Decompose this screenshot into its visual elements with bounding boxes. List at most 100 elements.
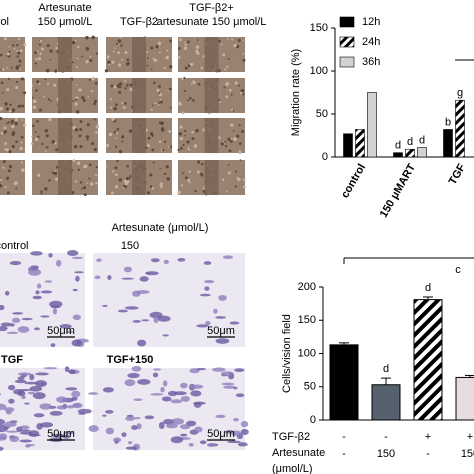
cell bbox=[7, 121, 10, 124]
cell bbox=[187, 178, 191, 182]
cell bbox=[13, 47, 16, 50]
cell bbox=[4, 142, 8, 146]
cell bbox=[188, 96, 192, 100]
cell bbox=[195, 45, 200, 49]
cell bbox=[40, 192, 43, 195]
cell bbox=[44, 280, 53, 283]
wound-gap bbox=[204, 78, 219, 113]
cell bbox=[77, 45, 80, 49]
cell bbox=[114, 166, 118, 170]
cell bbox=[74, 271, 84, 274]
cell bbox=[129, 83, 133, 87]
cell bbox=[39, 39, 43, 43]
cell bbox=[15, 187, 18, 190]
cell bbox=[183, 90, 186, 93]
cell bbox=[124, 379, 136, 387]
cell bbox=[115, 103, 118, 107]
cell bbox=[108, 132, 113, 137]
cell bbox=[226, 440, 241, 444]
cell bbox=[129, 175, 132, 178]
cell bbox=[14, 117, 19, 122]
cell bbox=[34, 51, 37, 54]
cell bbox=[20, 425, 30, 430]
cell bbox=[227, 137, 231, 142]
panel-header: 150 μmol/L bbox=[38, 16, 93, 28]
cell bbox=[8, 164, 13, 169]
y-tick-label: 50 bbox=[316, 108, 328, 120]
cell bbox=[230, 138, 233, 141]
cell bbox=[160, 386, 165, 393]
cell bbox=[162, 334, 169, 337]
cell bbox=[230, 108, 234, 111]
cell bbox=[237, 442, 248, 447]
image-bg bbox=[0, 78, 25, 113]
cell bbox=[233, 418, 239, 422]
cell bbox=[119, 36, 122, 39]
cell bbox=[124, 182, 128, 186]
cell bbox=[133, 398, 143, 401]
cell bbox=[4, 290, 10, 296]
cell bbox=[163, 259, 169, 265]
cell bbox=[150, 258, 160, 263]
cell bbox=[5, 107, 10, 111]
bar bbox=[443, 129, 453, 158]
cell bbox=[188, 170, 191, 173]
cell bbox=[179, 146, 183, 150]
cell bbox=[114, 185, 119, 189]
cell bbox=[121, 277, 135, 280]
cell bbox=[8, 109, 12, 113]
cell bbox=[4, 421, 17, 427]
cell bbox=[126, 83, 129, 87]
scratch-image bbox=[104, 35, 173, 73]
cell bbox=[111, 117, 115, 121]
cell bbox=[126, 164, 129, 168]
y-tick-label: 0 bbox=[322, 151, 328, 163]
cell bbox=[28, 430, 40, 437]
cell bbox=[213, 308, 218, 314]
cell bbox=[239, 91, 243, 95]
cell bbox=[126, 58, 130, 62]
bar bbox=[367, 92, 377, 158]
cell bbox=[0, 116, 3, 121]
cell bbox=[220, 43, 223, 46]
cell bbox=[36, 283, 42, 289]
cell bbox=[18, 59, 22, 63]
cell bbox=[29, 385, 43, 392]
scale-bar-label: 50μm bbox=[207, 428, 235, 440]
cell bbox=[168, 87, 172, 91]
cell bbox=[19, 49, 23, 53]
cell bbox=[168, 130, 172, 133]
cell bbox=[36, 120, 39, 123]
table-row-label: Artesunate bbox=[272, 447, 325, 459]
cell bbox=[15, 80, 19, 84]
cell bbox=[132, 320, 142, 323]
cell bbox=[179, 125, 183, 129]
cell bbox=[88, 78, 91, 81]
cell bbox=[229, 139, 233, 143]
cell bbox=[230, 93, 233, 96]
cell bbox=[180, 395, 190, 402]
table-cell: - bbox=[342, 431, 346, 443]
y-axis-label: Migration rate (%) bbox=[290, 49, 302, 136]
cell bbox=[39, 403, 52, 410]
cell bbox=[82, 99, 86, 102]
cell bbox=[212, 367, 226, 372]
cell bbox=[66, 249, 79, 257]
cell bbox=[158, 140, 162, 144]
cell bbox=[51, 171, 55, 175]
cell bbox=[184, 41, 187, 44]
wound-gap bbox=[132, 78, 146, 113]
cell bbox=[170, 145, 172, 148]
scratch-image bbox=[105, 159, 172, 195]
cell bbox=[186, 40, 190, 44]
cell bbox=[117, 51, 121, 55]
cell bbox=[227, 58, 230, 61]
cell bbox=[115, 173, 118, 177]
cell bbox=[48, 179, 51, 182]
cell bbox=[197, 170, 200, 174]
cell bbox=[163, 67, 166, 70]
cell bbox=[139, 276, 149, 282]
cell bbox=[196, 367, 206, 371]
cell bbox=[64, 366, 70, 372]
cell bbox=[86, 123, 90, 127]
